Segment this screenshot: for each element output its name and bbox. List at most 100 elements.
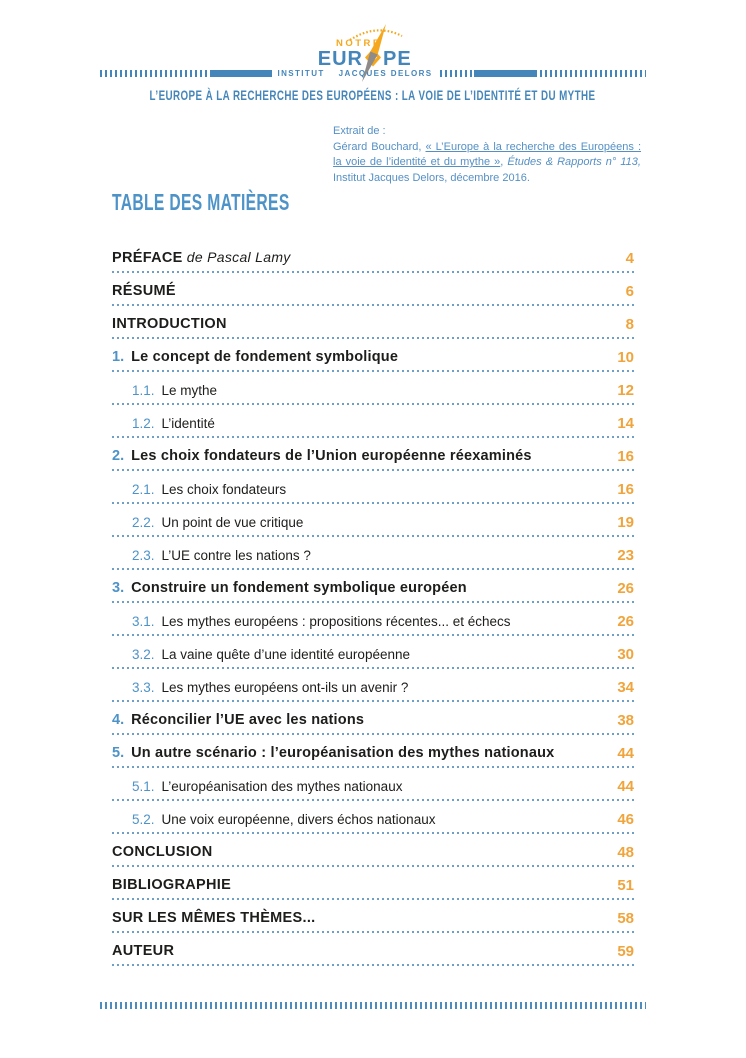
toc-entry[interactable]: 3.2. La vaine quête d’une identité europé… — [112, 636, 634, 669]
toc-entry-number: 5.2. — [132, 812, 155, 827]
toc-entry[interactable]: 3. Construire un fondement symbolique eur… — [112, 570, 634, 603]
logo-pe-text: PE — [383, 48, 412, 70]
document-header-title-text: L’EUROPE À LA RECHERCHE DES EUROPÉENS : … — [150, 87, 596, 103]
toc-entry-page-number[interactable]: 48 — [617, 844, 634, 861]
toc-entry-number: 3. — [112, 580, 125, 596]
toc-entry-title: Le concept de fondement symbolique — [131, 349, 399, 365]
toc-entry[interactable]: 4. Réconcilier l’UE avec les nations 38 — [112, 702, 634, 735]
toc-entry-page-number[interactable]: 12 — [617, 382, 634, 399]
logo-notre-text: NOTRE — [336, 38, 382, 49]
toc-entry-title: Les choix fondateurs de l’Union européen… — [131, 448, 532, 464]
toc-entry-number: 3.1. — [132, 614, 155, 629]
toc-entry-number: 2.1. — [132, 482, 155, 497]
header-striped-rule: INSTITUT JACQUES DELORS — [100, 68, 646, 79]
toc-entry-page-number[interactable]: 6 — [625, 283, 634, 300]
toc-entry-page-number[interactable]: 38 — [617, 712, 634, 729]
toc-entry-number: 3.3. — [132, 680, 155, 695]
toc-entry-title: L’UE contre les nations ? — [161, 548, 311, 563]
toc-entry-title: Les choix fondateurs — [161, 482, 287, 497]
toc-entry-title: INTRODUCTION — [112, 316, 227, 332]
citation-separator: , — [500, 156, 508, 169]
toc-entry-title: SUR LES MÊMES THÈMES... — [112, 910, 316, 926]
toc-entry-number: 2. — [112, 448, 125, 464]
toc-entry-number: 1. — [112, 349, 125, 365]
toc-entry-title: Un point de vue critique — [161, 515, 304, 530]
toc-entry[interactable]: 3.3. Les mythes européens ont-ils un aven… — [112, 669, 634, 702]
logo-arc-decoration — [349, 29, 403, 41]
notre-europe-logo: NOTRE EUR PE — [318, 24, 412, 82]
toc-entry-title: Un autre scénario : l’européanisation de… — [131, 745, 555, 761]
toc-entry[interactable]: 2.3. L’UE contre les nations ? 23 — [112, 537, 634, 570]
rule-solid-segment-left — [210, 70, 273, 77]
toc-entry[interactable]: 1.1. Le mythe 12 — [112, 372, 634, 405]
toc-entry-page-number[interactable]: 44 — [617, 778, 634, 795]
citation-link[interactable]: « L’Europe à la recherche des Européens … — [333, 140, 642, 169]
toc-entry-title: PRÉFACE de Pascal Lamy — [112, 249, 291, 266]
toc-entry-page-number[interactable]: 26 — [617, 613, 634, 630]
toc-entry-title: Les mythes européens ont-ils un avenir ? — [161, 680, 409, 695]
citation-author: Gérard Bouchard, — [333, 140, 426, 153]
toc-entry[interactable]: SUR LES MÊMES THÈMES... 58 — [112, 900, 634, 933]
toc-entry-page-number[interactable]: 16 — [617, 448, 634, 465]
toc-entry[interactable]: 1. Le concept de fondement symbolique 10 — [112, 339, 634, 372]
toc-entry-page-number[interactable]: 8 — [625, 316, 634, 333]
toc-entry-title: AUTEUR — [112, 943, 175, 959]
toc-entry[interactable]: CONCLUSION 48 — [112, 834, 634, 867]
toc-entry-title: Réconcilier l’UE avec les nations — [131, 712, 365, 728]
toc-entry-page-number[interactable]: 46 — [617, 811, 634, 828]
compass-needle-icon — [370, 24, 386, 55]
toc-entry[interactable]: AUTEUR 59 — [112, 933, 634, 966]
toc-entry[interactable]: BIBLIOGRAPHIE 51 — [112, 867, 634, 900]
toc-entry-page-number[interactable]: 59 — [617, 943, 634, 960]
toc-entry[interactable]: 5.2. Une voix européenne, divers échos na… — [112, 801, 634, 834]
toc-heading: TABLE DES MATIÈRES — [112, 189, 290, 215]
toc-entry[interactable]: 1.2. L’identité 14 — [112, 405, 634, 438]
toc-entry-title: Construire un fondement symbolique europ… — [131, 580, 467, 596]
institute-label: INSTITUT JACQUES DELORS — [272, 68, 438, 79]
toc-entry-page-number[interactable]: 44 — [617, 745, 634, 762]
toc-entry-page-number[interactable]: 19 — [617, 514, 634, 531]
toc-entry-number: 2.3. — [132, 548, 155, 563]
toc-entry-number: 4. — [112, 712, 125, 728]
institute-label-right: JACQUES DELORS — [338, 69, 433, 78]
citation-journal: Études & Rapports n° 113, — [507, 156, 641, 169]
institute-label-left: INSTITUT — [277, 69, 325, 78]
toc-entry-title: Une voix européenne, divers échos nation… — [161, 812, 436, 827]
header-rule-overlay: INSTITUT JACQUES DELORS — [100, 68, 646, 79]
toc-entry-page-number[interactable]: 58 — [617, 910, 634, 927]
citation-tail: Institut Jacques Delors, décembre 2016. — [333, 171, 530, 184]
footer-striped-rule — [100, 1002, 646, 1009]
logo-eur-text: EUR — [318, 48, 363, 70]
toc-entry-page-number[interactable]: 26 — [617, 580, 634, 597]
toc-entry-subtitle-italic: de Pascal Lamy — [182, 249, 291, 265]
toc-entry-number: 5. — [112, 745, 125, 761]
toc-list: PRÉFACE de Pascal Lamy 4 RÉSUMÉ 6 INTRODUCTI… — [112, 240, 634, 966]
toc-entry-page-number[interactable]: 23 — [617, 547, 634, 564]
toc-entry-page-number[interactable]: 14 — [617, 415, 634, 432]
toc-entry-number: 1.2. — [132, 416, 155, 431]
toc-entry-page-number[interactable]: 16 — [617, 481, 634, 498]
toc-entry-title: Les mythes européens : propositions réce… — [161, 614, 511, 629]
toc-entry-title: L’européanisation des mythes nationaux — [161, 779, 403, 794]
toc-entry[interactable]: 5. Un autre scénario : l’européanisation … — [112, 735, 634, 768]
toc-entry[interactable]: 2. Les choix fondateurs de l’Union europé… — [112, 438, 634, 471]
toc-entry-page-number[interactable]: 34 — [617, 679, 634, 696]
toc-entry[interactable]: INTRODUCTION 8 — [112, 306, 634, 339]
toc-entry-page-number[interactable]: 4 — [625, 250, 634, 267]
toc-entry[interactable]: 5.1. L’européanisation des mythes nationa… — [112, 768, 634, 801]
toc-entry[interactable]: 2.1. Les choix fondateurs 16 — [112, 471, 634, 504]
citation-intro: Extrait de : — [333, 125, 386, 137]
document-header-title: L’EUROPE À LA RECHERCHE DES EUROPÉENS : … — [0, 88, 746, 103]
rule-solid-segment-right — [473, 70, 536, 77]
toc-entry[interactable]: RÉSUMÉ 6 — [112, 273, 634, 306]
toc-entry-page-number[interactable]: 51 — [617, 877, 634, 894]
toc-entry[interactable]: 3.1. Les mythes européens : propositions … — [112, 603, 634, 636]
toc-entry[interactable]: 2.2. Un point de vue critique 19 — [112, 504, 634, 537]
toc-entry-title: La vaine quête d’une identité européenne — [161, 647, 410, 662]
toc-entry-title: L’identité — [161, 416, 215, 431]
toc-entry-page-number[interactable]: 10 — [617, 349, 634, 366]
toc-entry[interactable]: PRÉFACE de Pascal Lamy 4 — [112, 240, 634, 273]
toc-entry-number: 1.1. — [132, 383, 155, 398]
toc-entry-page-number[interactable]: 30 — [617, 646, 634, 663]
citation-text: Gérard Bouchard, « L’Europe à la recherc… — [333, 140, 641, 187]
